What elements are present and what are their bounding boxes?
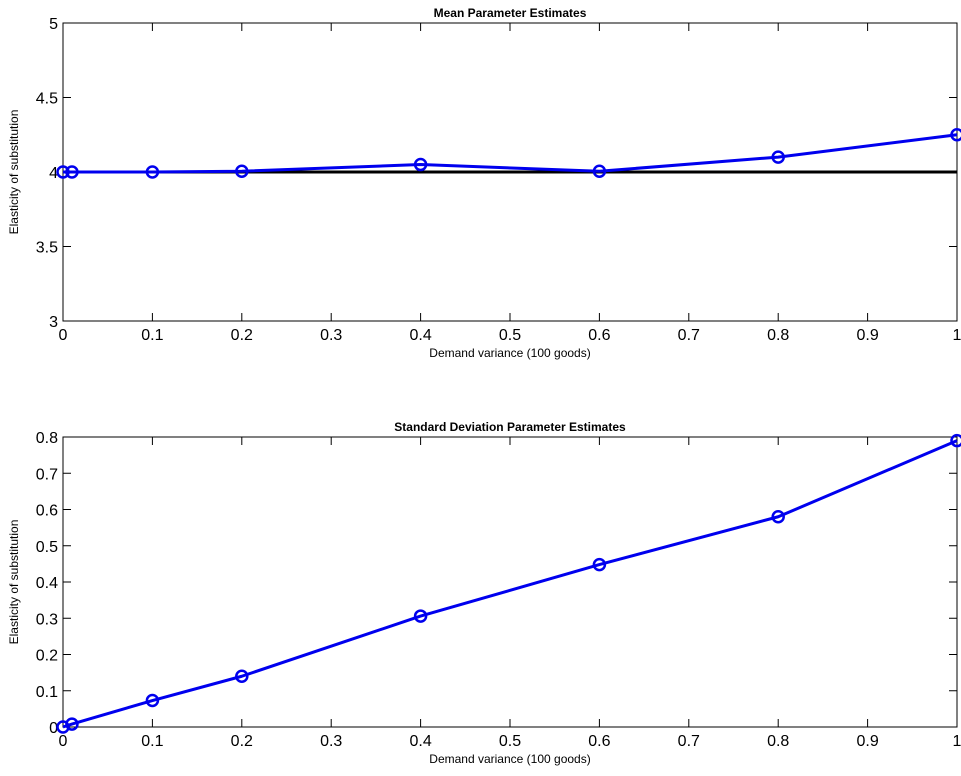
std-series-line (62, 439, 958, 729)
mean-data-point (771, 150, 785, 164)
std-x-tick-label: 0 (59, 733, 68, 750)
mean-x-tick-label: 0.2 (231, 327, 253, 344)
std-y-tick-label: 0.2 (36, 648, 58, 665)
std-x-tick-label: 0.8 (767, 733, 789, 750)
std-data-point (771, 510, 785, 524)
std-y-tick-label: 0.8 (36, 430, 58, 447)
std-x-tick-label: 0.1 (141, 733, 163, 750)
std-y-tick-label: 0.3 (36, 611, 58, 628)
mean-data-point (235, 164, 249, 179)
std-y-tick-label: 0.5 (36, 539, 58, 556)
std-x-tick-label: 0.4 (409, 733, 431, 750)
std-x-tick-label: 0.7 (678, 733, 700, 750)
mean-estimates-panel: Mean Parameter Estimates Demand variance… (7, 6, 961, 360)
std-data-point (950, 433, 961, 448)
mean-x-tick-label: 0.3 (320, 327, 342, 344)
std-estimates-panel: Standard Deviation Parameter Estimates D… (7, 420, 961, 766)
std-x-tick-label: 0.6 (588, 733, 610, 750)
std-y-tick-label: 0.1 (36, 684, 58, 701)
mean-x-tick-label: 0.4 (409, 327, 431, 344)
mean-data-point (413, 157, 428, 172)
std-x-tick-label: 1 (953, 733, 961, 750)
mean-x-tick-label: 0.9 (856, 327, 878, 344)
std-y-tick-label: 0.7 (36, 466, 58, 483)
mean-x-tick-label: 0.5 (499, 327, 521, 344)
mean-data-point (145, 165, 160, 179)
std-data-point (65, 717, 79, 731)
mean-y-tick-label: 3 (49, 314, 58, 331)
mean-x-tick-label: 1 (953, 327, 961, 344)
mean-y-axis-label: Elasticity of substitution (7, 110, 21, 235)
mean-data-point (592, 164, 607, 179)
std-y-tick-label: 0 (49, 720, 58, 737)
mean-x-tick-label: 0.7 (678, 327, 700, 344)
std-x-tick-label: 0.2 (231, 733, 253, 750)
std-x-tick-label: 0.3 (320, 733, 342, 750)
std-y-axis-label: Elasticity of substitution (7, 520, 21, 645)
mean-y-tick-label: 4 (49, 165, 58, 182)
std-data-point (413, 609, 428, 623)
std-y-tick-label: 0.4 (36, 575, 58, 592)
std-x-tick-label: 0.5 (499, 733, 521, 750)
std-x-axis-label: Demand variance (100 goods) (429, 752, 590, 766)
mean-y-tick-label: 5 (49, 16, 58, 33)
mean-y-tick-label: 3.5 (36, 240, 58, 257)
std-data-point (592, 557, 607, 572)
mean-y-tick-label: 4.5 (36, 91, 58, 108)
std-y-tick-label: 0.6 (36, 503, 58, 520)
std-axes-box (62, 436, 958, 728)
std-data-point (235, 669, 249, 683)
mean-x-tick-label: 0.8 (767, 327, 789, 344)
mean-data-point (56, 165, 70, 179)
mean-x-axis-label: Demand variance (100 goods) (429, 346, 590, 360)
std-data-point (145, 693, 160, 708)
mean-x-tick-label: 0 (59, 327, 68, 344)
mean-x-tick-label: 0.6 (588, 327, 610, 344)
mean-series-line (63, 133, 958, 174)
std-chart-title: Standard Deviation Parameter Estimates (394, 420, 626, 434)
std-x-tick-label: 0.9 (856, 733, 878, 750)
mean-x-tick-label: 0.1 (141, 327, 163, 344)
mean-chart-title: Mean Parameter Estimates (434, 6, 587, 20)
mean-data-point (65, 165, 79, 179)
mean-data-point (950, 128, 961, 142)
